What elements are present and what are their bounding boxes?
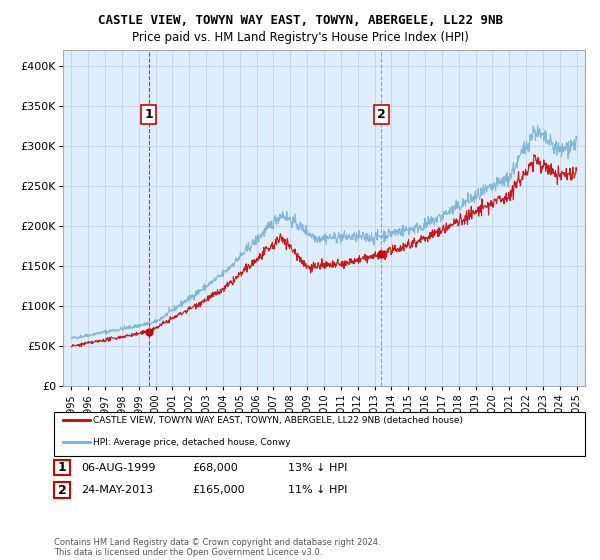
Text: 1: 1 xyxy=(58,461,67,474)
Text: 2: 2 xyxy=(377,108,386,121)
Text: 06-AUG-1999: 06-AUG-1999 xyxy=(81,463,155,473)
Text: CASTLE VIEW, TOWYN WAY EAST, TOWYN, ABERGELE, LL22 9NB (detached house): CASTLE VIEW, TOWYN WAY EAST, TOWYN, ABER… xyxy=(93,416,463,424)
Text: 13% ↓ HPI: 13% ↓ HPI xyxy=(288,463,347,473)
Text: 11% ↓ HPI: 11% ↓ HPI xyxy=(288,485,347,495)
Text: £165,000: £165,000 xyxy=(192,485,245,495)
Text: 1: 1 xyxy=(145,108,153,121)
Text: Contains HM Land Registry data © Crown copyright and database right 2024.
This d: Contains HM Land Registry data © Crown c… xyxy=(54,538,380,557)
Text: £68,000: £68,000 xyxy=(192,463,238,473)
Text: 24-MAY-2013: 24-MAY-2013 xyxy=(81,485,153,495)
Text: HPI: Average price, detached house, Conwy: HPI: Average price, detached house, Conw… xyxy=(93,438,290,447)
Text: CASTLE VIEW, TOWYN WAY EAST, TOWYN, ABERGELE, LL22 9NB: CASTLE VIEW, TOWYN WAY EAST, TOWYN, ABER… xyxy=(97,14,503,27)
Text: Price paid vs. HM Land Registry's House Price Index (HPI): Price paid vs. HM Land Registry's House … xyxy=(131,31,469,44)
Text: 2: 2 xyxy=(58,483,67,497)
